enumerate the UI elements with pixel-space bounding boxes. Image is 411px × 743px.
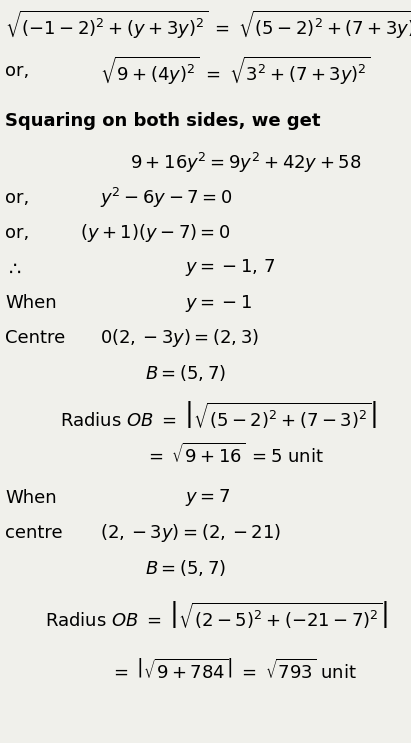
Text: $y=7$: $y=7$ bbox=[185, 487, 230, 508]
Text: $y=-1$: $y=-1$ bbox=[185, 293, 252, 314]
Text: $=\;\left|\sqrt{9+784}\right|\;=\;\sqrt{793}$ unit: $=\;\left|\sqrt{9+784}\right|\;=\;\sqrt{… bbox=[110, 659, 357, 683]
Text: Squaring on both sides, we get: Squaring on both sides, we get bbox=[5, 112, 321, 130]
Text: When: When bbox=[5, 489, 57, 507]
Text: $y^2-6y-7=0$: $y^2-6y-7=0$ bbox=[100, 186, 232, 210]
Text: $=\;\sqrt{9+16}\;=5$ unit: $=\;\sqrt{9+16}\;=5$ unit bbox=[145, 443, 324, 467]
Text: $0(2,-3y)=(2,3)$: $0(2,-3y)=(2,3)$ bbox=[100, 327, 259, 349]
Text: $(2,-3y)=(2,-21)$: $(2,-3y)=(2,-21)$ bbox=[100, 522, 281, 544]
Text: $B=(5,7)$: $B=(5,7)$ bbox=[145, 558, 226, 578]
Text: When: When bbox=[5, 294, 57, 312]
Text: $\sqrt{9+(4y)^2}\;=\;\sqrt{3^2+(7+3y)^2}$: $\sqrt{9+(4y)^2}\;=\;\sqrt{3^2+(7+3y)^2}… bbox=[100, 55, 371, 87]
Text: $B=(5,7)$: $B=(5,7)$ bbox=[145, 363, 226, 383]
Text: Radius $OB\;=\;\left|\sqrt{(5-2)^2+(7-3)^2}\right|$: Radius $OB\;=\;\left|\sqrt{(5-2)^2+(7-3)… bbox=[60, 399, 376, 431]
Text: or,: or, bbox=[5, 189, 29, 207]
Text: Centre: Centre bbox=[5, 329, 65, 347]
Text: $9+16y^2=9y^2+42y+58$: $9+16y^2=9y^2+42y+58$ bbox=[130, 151, 361, 175]
Text: Radius $OB\;=\;\left|\sqrt{(2-5)^2+(-21-7)^2}\right|$: Radius $OB\;=\;\left|\sqrt{(2-5)^2+(-21-… bbox=[45, 600, 388, 631]
Text: $\therefore$: $\therefore$ bbox=[5, 259, 22, 277]
Text: $y=-1,\,7$: $y=-1,\,7$ bbox=[185, 258, 276, 279]
Text: or,: or, bbox=[5, 62, 29, 80]
Text: $\sqrt{(-1-2)^2+(y+3y)^2}\;=\;\sqrt{(5-2)^2+(7+3y)^2}$: $\sqrt{(-1-2)^2+(y+3y)^2}\;=\;\sqrt{(5-2… bbox=[5, 9, 411, 41]
Text: centre: centre bbox=[5, 524, 62, 542]
Text: or,: or, bbox=[5, 224, 29, 242]
Text: $(y+1)(y-7)=0$: $(y+1)(y-7)=0$ bbox=[80, 222, 231, 244]
